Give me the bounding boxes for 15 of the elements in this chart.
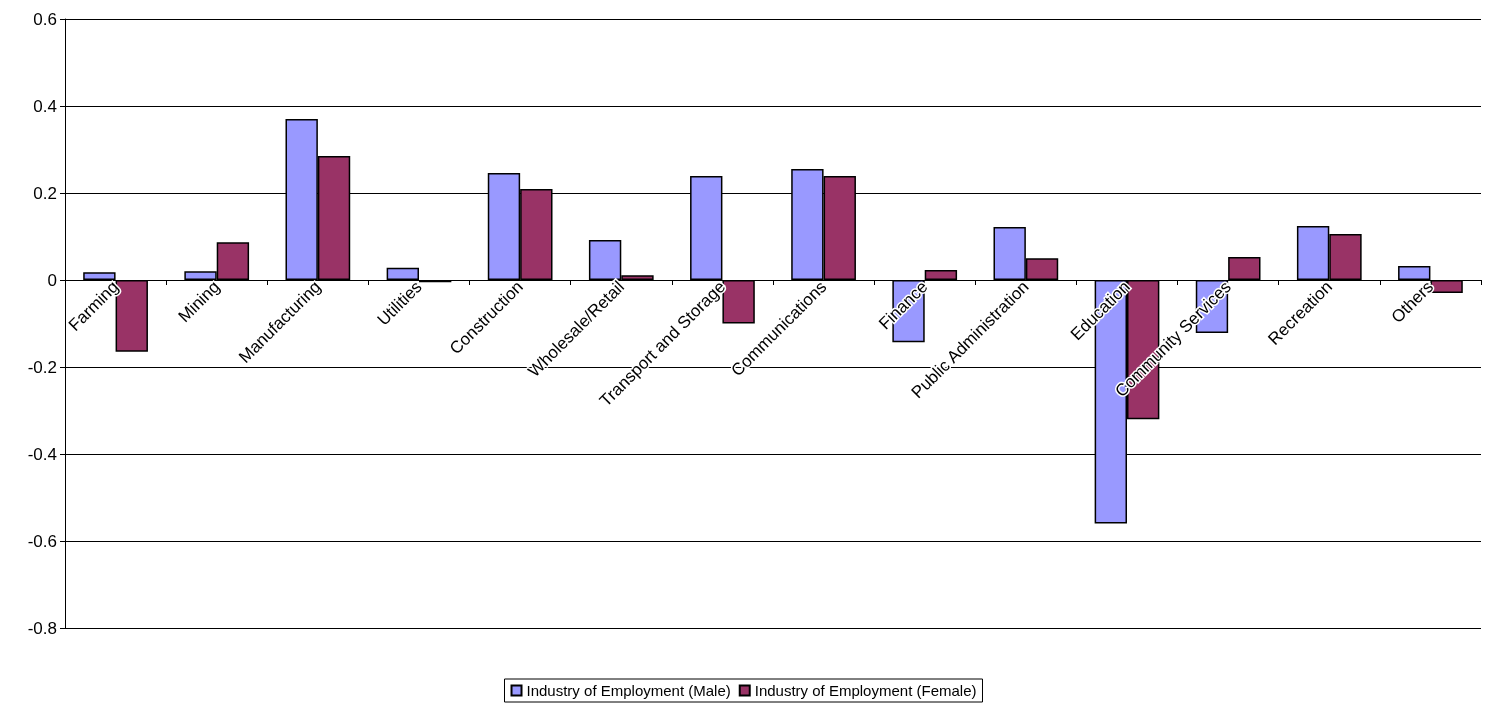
y-tick-label: -0.6 <box>27 531 57 551</box>
bar <box>386 267 419 280</box>
bar <box>1228 256 1261 280</box>
y-tick-label: 0.6 <box>33 9 57 29</box>
y-tick-label: 0.2 <box>33 183 57 203</box>
bar <box>1398 266 1431 280</box>
bar <box>924 270 958 280</box>
legend-label: Industry of Employment (Male) <box>526 682 731 699</box>
y-tick-label: -0.4 <box>27 444 57 464</box>
y-tick-label: -0.2 <box>27 357 57 377</box>
y-tick-label: -0.8 <box>27 618 57 638</box>
legend-label: Industry of Employment (Female) <box>754 682 977 699</box>
bar <box>83 272 116 280</box>
y-tick-label: 0.4 <box>33 96 57 116</box>
y-tick-label: 0 <box>47 270 57 290</box>
